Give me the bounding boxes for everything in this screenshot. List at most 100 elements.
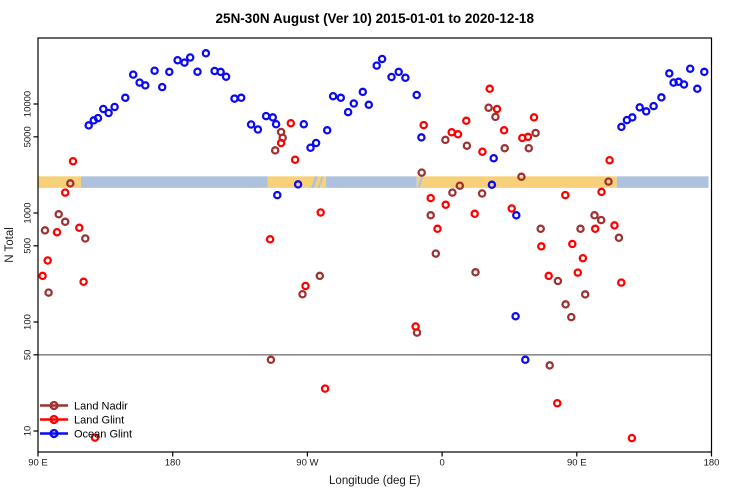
y-tick-label: 50 [23, 350, 34, 361]
y-tick-label: 1000 [23, 202, 34, 223]
data-point-ocean-glint [512, 211, 521, 220]
x-tick-label: 0 [439, 458, 444, 469]
y-tick-label: 10 [23, 426, 34, 437]
data-point-land-glint [590, 224, 600, 234]
y-axis-title: N Total [4, 227, 16, 263]
data-point-land-nadir [561, 300, 570, 309]
data-point-ocean-glint [273, 190, 282, 200]
plot-border [37, 37, 713, 453]
data-point-land-glint [286, 118, 296, 128]
data-point-land-nadir [40, 226, 50, 235]
data-point-land-glint [544, 271, 553, 281]
data-point-land-glint [60, 188, 70, 197]
data-point-ocean-glint [216, 67, 225, 77]
data-point-ocean-glint [201, 49, 211, 58]
data-point-land-nadir [266, 355, 276, 365]
band-streak [311, 176, 318, 188]
data-point-ocean-glint [628, 113, 637, 122]
x-axis-title: Longitude (deg E) [329, 475, 421, 487]
data-point-ocean-glint [700, 67, 709, 77]
data-point-land-nadir [441, 135, 450, 145]
data-point-land-nadir [315, 271, 325, 281]
data-point-ocean-glint [665, 69, 674, 78]
data-point-land-glint [478, 147, 487, 156]
data-point-ocean-glint [157, 82, 167, 92]
data-point-land-nadir [553, 276, 563, 286]
data-point-land-nadir [298, 289, 307, 299]
legend-label: Ocean Glint [74, 428, 132, 440]
data-point-land-glint [52, 227, 62, 237]
data-point-ocean-glint [511, 311, 520, 321]
data-point-land-nadir [567, 312, 576, 322]
data-point-land-glint [507, 204, 516, 213]
data-point-ocean-glint [372, 61, 381, 70]
y-tick-label: 10000 [23, 91, 34, 117]
x-tick-label: 180 [704, 458, 720, 469]
data-point-land-glint [499, 126, 509, 135]
y-tick-label: 5000 [23, 126, 34, 147]
data-point-land-nadir [484, 103, 493, 112]
legend-marker-land-nadir [49, 400, 59, 411]
data-point-ocean-glint [394, 67, 403, 77]
data-point-ocean-glint [649, 101, 658, 111]
data-point-ocean-glint [417, 133, 426, 142]
data-point-ocean-glint [180, 58, 189, 67]
data-point-ocean-glint [328, 91, 338, 101]
data-point-ocean-glint [617, 122, 626, 132]
data-point-land-glint [523, 132, 533, 142]
data-point-land-nadir [477, 189, 487, 198]
data-point-ocean-glint [93, 113, 103, 123]
data-point-land-glint [617, 278, 626, 287]
data-point-land-nadir [536, 224, 545, 234]
data-point-land-nadir [491, 112, 500, 122]
data-point-ocean-glint [641, 107, 651, 116]
data-point-land-glint [290, 155, 300, 164]
data-point-ocean-glint [84, 121, 93, 130]
data-point-land-glint [568, 239, 577, 249]
data-point-land-nadir [60, 217, 70, 227]
data-point-land-glint [411, 322, 420, 331]
data-point-ocean-glint [246, 120, 256, 129]
data-point-land-glint [578, 253, 588, 263]
data-point-land-glint [453, 130, 463, 139]
x-tick-label: 180 [165, 458, 181, 469]
data-point-land-glint [610, 221, 619, 230]
data-point-ocean-glint [110, 102, 119, 112]
data-point-ocean-glint [293, 180, 303, 189]
data-point-ocean-glint [128, 70, 138, 79]
data-point-ocean-glint [193, 67, 202, 76]
data-point-land-nadir [270, 146, 280, 155]
data-point-ocean-glint [99, 104, 108, 114]
data-point-land-glint [561, 190, 570, 200]
data-point-land-nadir [576, 224, 585, 234]
data-point-ocean-glint [141, 81, 150, 90]
data-point-land-nadir [448, 188, 457, 197]
data-point-land-glint [529, 113, 539, 122]
data-point-land-glint [320, 384, 330, 393]
data-point-land-nadir [54, 210, 63, 219]
data-point-ocean-glint [299, 119, 309, 129]
legend-marker-ocean-glint [49, 428, 59, 439]
data-point-ocean-glint [185, 53, 195, 62]
x-tick-label: 90 W [296, 458, 318, 469]
band-streak [417, 176, 424, 188]
data-point-land-glint [276, 138, 286, 148]
data-point-ocean-glint [412, 90, 421, 100]
data-point-land-nadir [614, 233, 624, 243]
data-point-land-nadir [590, 211, 599, 220]
data-point-land-nadir [426, 211, 435, 220]
y-tick-label: 500 [23, 238, 34, 254]
data-point-land-nadir [455, 181, 465, 190]
data-point-ocean-glint [358, 87, 368, 97]
data-point-land-nadir [471, 268, 480, 277]
data-point-land-glint [433, 224, 442, 234]
data-point-ocean-glint [311, 138, 321, 148]
y-tick-label: 100 [23, 314, 34, 330]
data-point-land-glint [265, 235, 275, 244]
legend-label: Land Glint [74, 414, 124, 426]
x-tick-label: 90 E [28, 458, 48, 469]
band-streak [317, 176, 324, 188]
data-point-ocean-glint [165, 67, 174, 77]
